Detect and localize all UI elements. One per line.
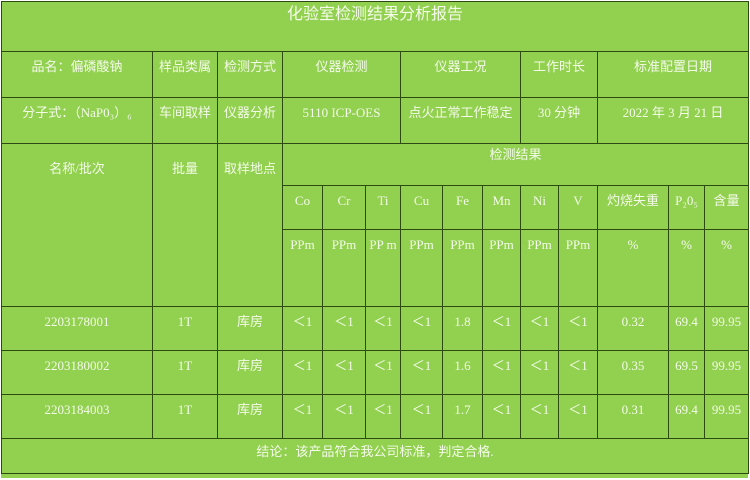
value-cell: ＜1 — [558, 394, 598, 439]
method-header: 检测方式 — [217, 51, 283, 98]
value-cell: ＜1 — [520, 350, 559, 395]
product-name: 品名：偏磷酸钠 — [1, 51, 153, 98]
location-header: 取样地点 — [217, 143, 283, 307]
batch-cell: 2203178001 — [1, 306, 153, 351]
value-cell: ＜1 — [400, 394, 443, 439]
item-header: 含量 — [703, 185, 750, 230]
value-cell: ＜1 — [282, 350, 323, 395]
value-cell: 0.32 — [597, 306, 669, 351]
value-cell: 0.31 — [597, 394, 669, 439]
unit-header: PPm — [520, 229, 559, 307]
item-header: 灼烧失重 — [597, 185, 669, 230]
instrument: 5110 ICP-OES — [282, 97, 401, 144]
item-header: Fe — [442, 185, 483, 230]
value-cell: ＜1 — [520, 306, 559, 351]
value-cell: ＜1 — [482, 306, 521, 351]
quantity-cell: 1T — [152, 394, 218, 439]
sample-type: 车间取样 — [152, 97, 218, 144]
value-cell: ＜1 — [558, 306, 598, 351]
value-cell: ＜1 — [282, 394, 323, 439]
value-cell: ＜1 — [520, 394, 559, 439]
value-cell: ＜1 — [558, 350, 598, 395]
item-header: Co — [282, 185, 323, 230]
unit-header: % — [668, 229, 705, 307]
value-cell: 99.95 — [703, 306, 750, 351]
report-title: 化验室检测结果分析报告 — [0, 1, 750, 52]
location-cell: 库房 — [217, 394, 283, 439]
value-cell: ＜1 — [282, 306, 323, 351]
item-header: Cr — [322, 185, 366, 230]
item-header: Cu — [400, 185, 443, 230]
standard-date-header: 标准配置日期 — [596, 51, 750, 98]
value-cell: ＜1 — [322, 350, 366, 395]
value-cell: 99.95 — [703, 350, 750, 395]
unit-header: % — [703, 229, 750, 307]
table-row: 2203180002 1T 库房 ＜1 ＜1 ＜1 ＜1 1.6 ＜1 ＜1 ＜1 0.35 69.5 9… — [1, 350, 750, 395]
table-row: 2203178001 1T 库房 ＜1 ＜1 ＜1 ＜1 1.8 ＜1 ＜1 ＜1 0.32 69.4 9… — [1, 306, 750, 351]
value-cell: ＜1 — [365, 394, 401, 439]
item-header: V — [558, 185, 598, 230]
value-cell: 1.8 — [442, 306, 483, 351]
value-cell: 69.5 — [668, 350, 705, 395]
value-cell: ＜1 — [322, 394, 366, 439]
value-cell: ＜1 — [322, 306, 366, 351]
duration-header: 工作时长 — [520, 51, 598, 98]
unit-header: PPm — [322, 229, 366, 307]
value-cell: 69.4 — [668, 306, 705, 351]
value-cell: ＜1 — [365, 350, 401, 395]
item-header: Ni — [520, 185, 559, 230]
unit-header: PPm — [442, 229, 483, 307]
item-header: Mn — [482, 185, 521, 230]
quantity-cell: 1T — [152, 350, 218, 395]
value-cell: ＜1 — [365, 306, 401, 351]
instrument-status-header: 仪器工况 — [400, 51, 521, 98]
value-cell: ＜1 — [482, 350, 521, 395]
unit-header: PPm — [400, 229, 443, 307]
item-header: Ti — [365, 185, 401, 230]
unit-header: PPm — [482, 229, 521, 307]
quantity-cell: 1T — [152, 306, 218, 351]
unit-header: PPm — [558, 229, 598, 307]
instrument-status: 点火正常工作稳定 — [400, 97, 521, 144]
unit-header: PPm — [282, 229, 323, 307]
method: 仪器分析 — [217, 97, 283, 144]
quantity-header: 批量 — [152, 143, 218, 307]
value-cell: 0.35 — [597, 350, 669, 395]
results-group-header: 检测结果 — [281, 143, 750, 186]
unit-header: % — [597, 229, 669, 307]
formula: 分子式：（NaP0₃）₆ — [1, 97, 153, 144]
value-cell: ＜1 — [400, 306, 443, 351]
duration: 30 分钟 — [520, 97, 598, 144]
item-header: P₂0₅ — [668, 185, 705, 230]
sample-type-header: 样品类属 — [152, 51, 218, 98]
standard-date: 2022 年 3 月 21 日 — [596, 97, 750, 144]
unit-header: PP m — [365, 229, 401, 307]
value-cell: 1.7 — [442, 394, 483, 439]
location-cell: 库房 — [217, 350, 283, 395]
batch-cell: 2203184003 — [1, 394, 153, 439]
instrument-header: 仪器检测 — [282, 51, 401, 98]
batch-cell: 2203180002 — [1, 350, 153, 395]
table-row: 2203184003 1T 库房 ＜1 ＜1 ＜1 ＜1 1.7 ＜1 ＜1 ＜1 0.31 69.4 9… — [1, 394, 750, 439]
name-batch-header: 名称/批次 — [1, 143, 153, 307]
value-cell: ＜1 — [482, 394, 521, 439]
value-cell: 99.95 — [703, 394, 750, 439]
value-cell: ＜1 — [400, 350, 443, 395]
value-cell: 1.6 — [442, 350, 483, 395]
conclusion: 结论：该产品符合我公司标准，判定合格. — [0, 438, 750, 474]
value-cell: 69.4 — [668, 394, 705, 439]
location-cell: 库房 — [217, 306, 283, 351]
